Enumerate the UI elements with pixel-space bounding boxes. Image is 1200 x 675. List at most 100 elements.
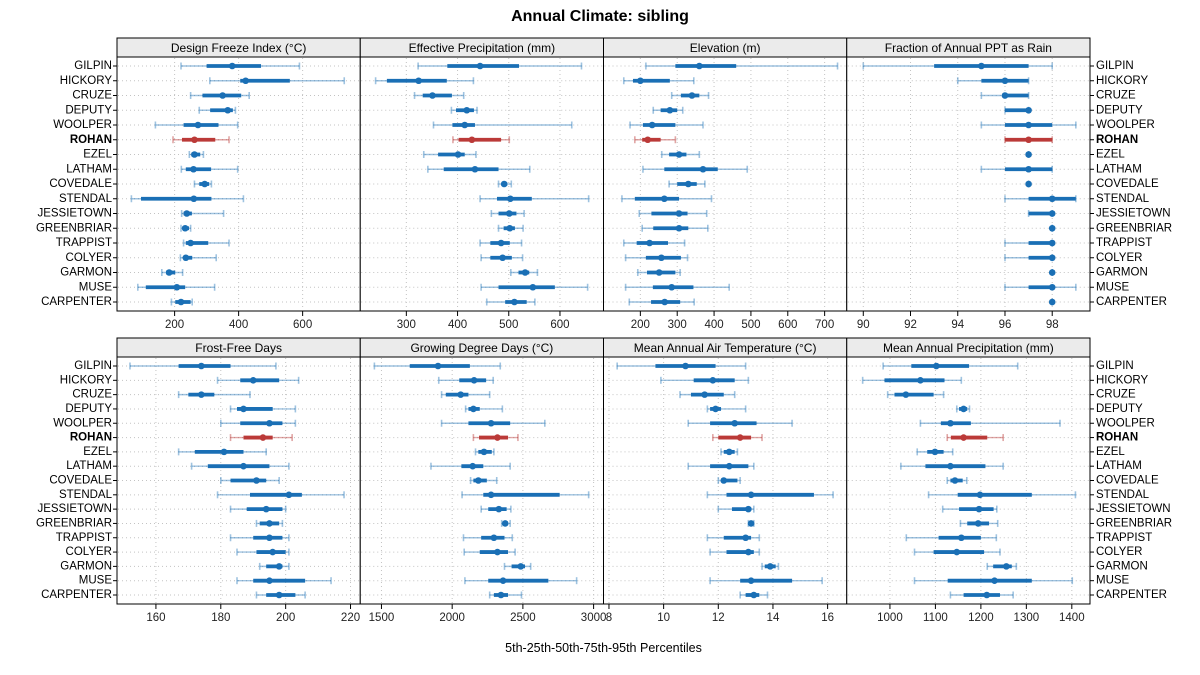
series-DEPUTY [652,106,684,114]
median-dot [1025,180,1032,188]
median-dot [505,210,513,217]
x-tick-label: 90 [857,319,870,331]
x-tick-label: 96 [999,319,1012,331]
median-dot [655,269,663,276]
series-COVEDALE [469,477,498,484]
panel-strip-title: Fraction of Annual PPT as Rain [885,41,1052,55]
station-label-right-COLYER: COLYER [1096,546,1142,558]
median-dot [177,298,185,306]
median-dot [495,505,503,513]
chart-title: Annual Climate: sibling [511,8,689,25]
median-dot [766,563,774,570]
median-dot [499,254,506,262]
series-LATHAM [190,462,290,470]
series-COLYER [624,254,689,262]
panel-effective-precipitation-mm: Effective Precipitation (mm) 300 400 500 600 [359,37,604,331]
median-dot [497,591,505,599]
median-dot [181,224,189,232]
series-TRAPPIST [622,239,686,247]
station-label-right-DEPUTY: DEPUTY [1096,403,1143,415]
series-DEPUTY [706,405,747,413]
median-dot [490,534,498,542]
panel-mean-annual-precipitation-mm: Mean Annual Precipitation (mm) 1000 1100 12… [846,337,1094,624]
station-label-left-JESSIETOWN: JESSIETOWN [37,208,112,220]
median-dot [285,491,293,499]
series-EZEL [720,448,739,456]
series-GILPIN [616,362,747,370]
median-dot [487,419,495,427]
median-dot [958,534,965,542]
median-dot [661,195,668,203]
median-dot [933,362,940,370]
panel-mean-annual-air-temperature-c: Mean Annual Air Temperature (°C) 8 10 12 14 1… [603,337,848,624]
station-label-right-DEPUTY: DEPUTY [1096,104,1143,116]
series-GREENBRIAR [641,224,709,232]
median-dot [165,269,173,276]
median-dot [731,419,738,427]
series-DEPUTY [229,405,297,413]
median-dot [991,577,998,584]
x-tick-label: 2000 [439,612,465,624]
series-DEPUTY [1004,106,1032,114]
station-label-right-HICKORY: HICKORY [1096,75,1149,87]
median-dot [471,165,479,173]
station-label-right-COLYER: COLYER [1096,252,1142,264]
x-tick-label: 700 [815,319,834,331]
series-LATHAM [430,462,511,470]
series-ROHAN [229,434,293,442]
station-label-right-LATHAM: LATHAM [1096,163,1142,175]
series-COLYER [463,548,516,556]
x-tick-label: 12 [712,612,725,624]
median-dot [461,121,469,129]
x-tick-label: 1400 [1059,612,1085,624]
x-tick-label: 600 [550,319,569,331]
median-dot [1048,298,1056,306]
series-WOOLPER [219,419,297,427]
axis-caption: 5th-25th-50th-75th-95th Percentiles [505,641,702,655]
series-CARPENTER [949,591,1014,599]
station-label-right-GARMON: GARMON [1096,267,1148,279]
x-tick-label: 1300 [1014,612,1040,624]
median-dot [742,534,749,542]
series-MUSE [624,283,730,291]
series-COVEDALE [717,477,741,484]
series-WOOLPER [919,419,1061,427]
median-dot [725,448,733,456]
x-tick-label: 14 [767,612,780,624]
median-dot [494,548,501,556]
x-tick-label: 94 [951,319,964,331]
station-label-left-HICKORY: HICKORY [60,75,113,87]
station-label-left-GILPIN: GILPIN [74,360,112,372]
series-CARPENTER [488,591,523,599]
median-dot [975,505,983,513]
series-COVEDALE [497,180,513,188]
station-label-left-ROHAN: ROHAN [70,134,112,146]
x-tick-label: 98 [1046,319,1059,331]
median-dot [974,520,982,527]
median-dot [1001,77,1009,85]
series-GARMON [761,562,780,570]
series-CARPENTER [1048,298,1056,306]
series-TRAPPIST [479,239,523,247]
median-dot [469,462,476,470]
station-label-right-STENDAL: STENDAL [1096,489,1150,501]
station-label-right-JESSIETOWN: JESSIETOWN [1096,208,1171,220]
median-dot [701,391,708,398]
station-label-left-CARPENTER: CARPENTER [41,296,112,308]
series-GILPIN [862,62,1054,70]
series-STENDAL [1004,195,1077,203]
series-JESSIETOWN [229,505,287,513]
median-dot [463,106,471,114]
median-dot [712,405,719,413]
median-dot [1048,254,1056,262]
median-dot [747,520,755,527]
series-GREENBRIAR [959,519,999,527]
median-dot [1048,195,1056,203]
series-LATHAM [900,462,1004,470]
median-dot [415,77,422,85]
series-COLYER [1004,254,1056,262]
x-tick-label: 400 [229,319,248,331]
median-dot [506,195,514,203]
median-dot [500,180,508,188]
median-dot [487,491,495,499]
